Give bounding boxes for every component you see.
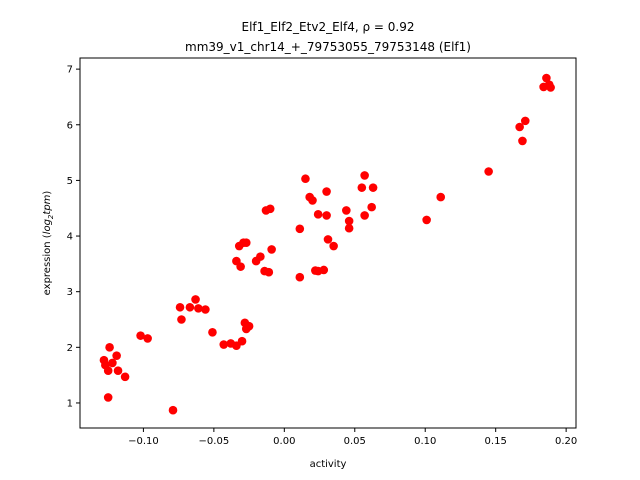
data-point [175, 302, 185, 312]
data-point [360, 211, 369, 220]
data-point [368, 183, 378, 192]
data-point [108, 358, 117, 368]
y-tick-label: 2 [67, 343, 73, 354]
x-tick-label: 0.15 [485, 436, 507, 447]
data-point [295, 272, 305, 282]
data-point [201, 305, 210, 314]
data-point [322, 187, 331, 196]
plot-area-frame [79, 57, 577, 429]
data-point [295, 224, 305, 234]
x-axis-label: activity [310, 459, 347, 470]
y-tick-label: 3 [67, 287, 73, 298]
data-point [323, 235, 333, 244]
x-tick-label: 0.00 [273, 436, 295, 447]
data-point [313, 210, 323, 219]
data-point [436, 192, 446, 202]
data-point [308, 196, 317, 205]
data-point [422, 215, 431, 225]
data-point [301, 174, 310, 184]
y-axis-label-suffix: ) [42, 191, 53, 195]
data-point [342, 206, 351, 215]
data-point [515, 122, 524, 132]
x-tick-label: −0.05 [199, 436, 230, 447]
data-point [103, 366, 113, 375]
x-tick-label: 0.05 [344, 436, 366, 447]
data-point [319, 265, 329, 275]
data-point [236, 262, 245, 271]
x-tick-label: 0.10 [414, 436, 436, 447]
data-point [360, 171, 369, 180]
data-point [344, 216, 354, 226]
y-tick-label: 5 [67, 176, 73, 187]
data-point [518, 136, 527, 146]
data-point [264, 267, 274, 277]
data-point [103, 393, 113, 402]
data-point [120, 372, 130, 382]
data-point [112, 351, 121, 360]
data-point [256, 252, 265, 261]
y-axis-label: expression (log2tpm) [42, 191, 55, 296]
data-point [168, 405, 178, 415]
y-tick-label: 4 [67, 232, 73, 243]
data-point [105, 343, 114, 352]
data-point [177, 315, 186, 324]
data-point [194, 304, 203, 313]
data-points [99, 73, 555, 415]
data-point [113, 366, 123, 375]
y-axis-label-prefix: expression ( [42, 234, 53, 295]
data-point [191, 295, 200, 304]
chart-title-line-1: Elf1_Elf2_Etv2_Elf4, ρ = 0.92 [242, 20, 415, 34]
data-point [484, 167, 493, 176]
data-point [267, 245, 276, 254]
x-tick-label: −0.10 [128, 436, 159, 447]
data-point [322, 211, 331, 220]
data-point [546, 83, 555, 92]
data-point [344, 223, 354, 233]
y-axis-label-log: log [42, 219, 53, 234]
data-point [208, 328, 217, 337]
data-point [241, 238, 251, 248]
data-point [185, 302, 195, 312]
chart-title-line-2: mm39_v1_chr14_+_79753055_79753148 (Elf1) [185, 40, 471, 54]
data-point [143, 334, 152, 343]
x-tick-label: 0.20 [555, 436, 577, 447]
y-axis-label-tpm: tpm [42, 194, 53, 214]
data-point [244, 321, 254, 331]
y-tick-label: 7 [67, 65, 73, 76]
data-point [265, 204, 275, 214]
data-point [367, 202, 376, 212]
axis-ticks: −0.10 −0.05 0.00 0.05 0.10 0.15 0.20 1 2 3 4 5 6 7 [67, 65, 578, 447]
data-point [237, 336, 247, 346]
data-point [136, 331, 145, 340]
data-point [542, 73, 551, 83]
data-point [357, 183, 367, 192]
data-point [520, 116, 530, 126]
y-tick-label: 1 [67, 398, 73, 409]
data-point [219, 340, 229, 349]
y-axis-label-subscript: 2 [47, 214, 55, 219]
y-tick-label: 6 [67, 120, 73, 131]
data-point [329, 241, 338, 251]
